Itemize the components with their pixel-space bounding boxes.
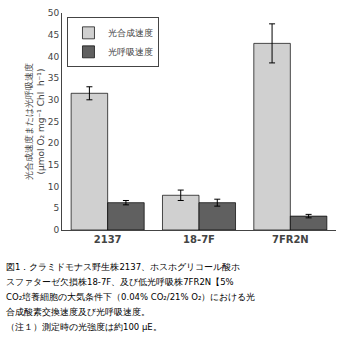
svg-text:10: 10 [48, 182, 60, 192]
svg-text:50: 50 [48, 8, 60, 18]
svg-text:30: 30 [48, 95, 60, 105]
svg-text:光合成速度: 光合成速度 [108, 28, 153, 38]
svg-text:光呼吸速度: 光呼吸速度 [108, 47, 153, 57]
svg-text:（注１）測定時の光強度は約100 μE。: （注１）測定時の光強度は約100 μE。 [6, 322, 162, 332]
svg-text:5: 5 [53, 203, 59, 213]
svg-text:35: 35 [48, 73, 59, 83]
svg-text:15: 15 [48, 160, 59, 170]
svg-text:CO₂培養細胞の大気条件下（0.04% CO₂/21% O₂: CO₂培養細胞の大気条件下（0.04% CO₂/21% O₂）における光 [6, 292, 255, 302]
svg-text:光合成速度または光呼吸速度(μmol O₂ mg⁻¹ Chl: 光合成速度または光呼吸速度(μmol O₂ mg⁻¹ Chl h⁻¹) [24, 63, 46, 180]
svg-text:合成酸素交換速度及び光呼吸速度。: 合成酸素交換速度及び光呼吸速度。 [6, 307, 150, 317]
svg-text:7FR2N: 7FR2N [272, 234, 309, 245]
svg-text:40: 40 [48, 52, 60, 62]
svg-text:25: 25 [48, 117, 59, 127]
svg-text:2137: 2137 [94, 234, 122, 245]
svg-text:スファターゼ欠損株18-7F、及び低光呼吸株7FR2N【5%: スファターゼ欠損株18-7F、及び低光呼吸株7FR2N【5% [6, 277, 234, 287]
svg-text:18-7F: 18-7F [183, 234, 215, 245]
svg-text:図1．クラミドモナス野生株2137、ホスホグリコール酸ホ: 図1．クラミドモナス野生株2137、ホスホグリコール酸ホ [6, 262, 240, 272]
svg-text:45: 45 [48, 30, 59, 40]
svg-text:20: 20 [48, 138, 60, 148]
svg-text:0: 0 [53, 225, 59, 235]
